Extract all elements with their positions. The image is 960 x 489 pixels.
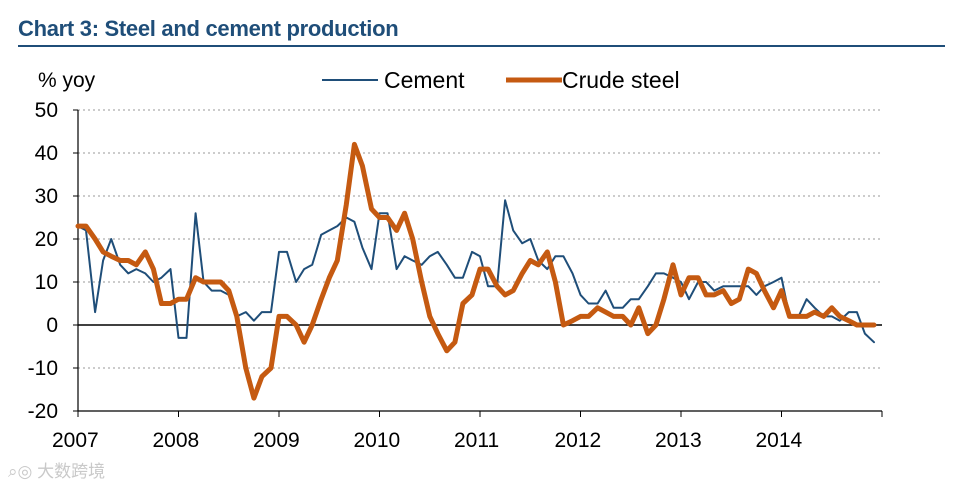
- legend: Cement Crude steel: [322, 67, 680, 93]
- watermark-logo: ⌕◎ 大数跨境: [8, 462, 106, 481]
- legend-label-crude-steel: Crude steel: [562, 67, 680, 93]
- x-tick-label: 2007: [52, 429, 99, 452]
- axes: [73, 109, 883, 417]
- series-line-crude-steel: [75, 141, 877, 401]
- y-tick-label: -20: [28, 400, 58, 423]
- y-tick-label: 30: [35, 185, 58, 208]
- grid-lines: [78, 109, 882, 369]
- watermark-text: 大数跨境: [37, 462, 106, 481]
- y-tick-label: 0: [46, 314, 58, 337]
- y-tick-label: -10: [28, 357, 58, 380]
- y-axis-label: % yoy: [38, 69, 96, 92]
- x-tick-label: 2008: [153, 429, 200, 452]
- title-rule: [18, 45, 945, 47]
- x-tick-label: 2014: [756, 429, 803, 452]
- x-tick-label: 2010: [354, 429, 401, 452]
- y-tick-label: 10: [35, 271, 58, 294]
- x-tick-label: 2012: [555, 429, 602, 452]
- y-tick-label: 50: [35, 99, 58, 122]
- x-tick-label: 2011: [454, 429, 499, 452]
- y-tick-label: 20: [35, 228, 58, 251]
- legend-label-cement: Cement: [384, 67, 465, 93]
- x-tick-label: 2009: [253, 429, 300, 452]
- tick-labels: -20 -10 0 10 20 30 40 50 2007 2008 2009 2010 2011 201…: [28, 69, 803, 452]
- y-tick-label: 40: [35, 142, 58, 165]
- chart-title: Chart 3: Steel and cement production: [18, 16, 399, 41]
- series-lines: [75, 141, 877, 401]
- x-tick-label: 2013: [655, 429, 702, 452]
